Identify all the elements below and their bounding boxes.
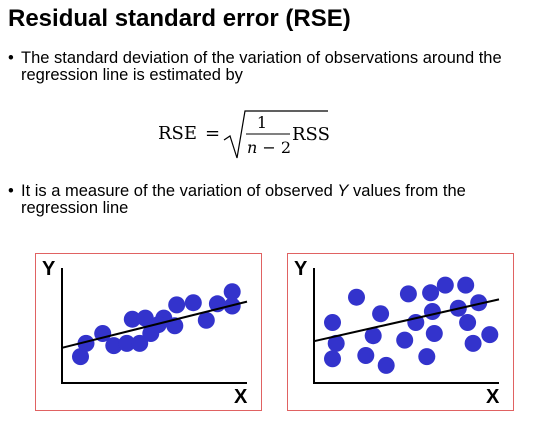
data-point xyxy=(357,347,375,364)
data-point xyxy=(223,283,241,301)
x-axis-label: X xyxy=(234,386,248,408)
data-point xyxy=(105,337,123,355)
data-point xyxy=(423,303,441,320)
data-point xyxy=(324,350,341,368)
axes xyxy=(313,268,499,384)
data-point xyxy=(422,284,440,302)
data-point xyxy=(372,305,390,323)
data-point xyxy=(459,314,477,331)
data-point xyxy=(72,348,89,366)
bullet-text: The standard deviation of the variation … xyxy=(21,49,502,84)
data-point xyxy=(327,334,345,352)
bullet-text-part-1: It is a measure of the variation of obse… xyxy=(21,182,338,200)
formula-denominator-minus-two: − 2 xyxy=(257,138,291,157)
data-point xyxy=(377,356,395,374)
data-point xyxy=(457,276,475,294)
formula-numerator: 1 xyxy=(257,113,267,132)
bullet-text-y: Y xyxy=(337,182,349,200)
data-point xyxy=(464,334,482,352)
slide-title: Residual standard error (RSE) xyxy=(8,5,351,32)
data-point xyxy=(364,327,382,345)
data-point xyxy=(399,285,417,303)
y-axis-label: Y xyxy=(294,258,308,280)
data-point xyxy=(197,311,215,329)
data-point xyxy=(118,334,136,352)
bullet-text: It is a measure of the variation of obse… xyxy=(21,183,545,217)
data-point xyxy=(418,348,436,366)
data-point xyxy=(436,276,454,294)
scatter-plot-low-variation: YX xyxy=(42,258,248,408)
bullet-text-part-2: values from the regression line xyxy=(21,182,466,217)
formula-denominator: n − 2 xyxy=(247,138,291,157)
data-point xyxy=(168,296,186,314)
axes xyxy=(61,268,247,384)
regression-line xyxy=(313,298,500,343)
data-point xyxy=(470,294,488,312)
formula-lhs: RSE xyxy=(158,123,197,144)
data-point xyxy=(324,314,341,331)
radical-sign xyxy=(223,110,328,159)
bullet-marker: • xyxy=(8,49,14,67)
formula-denominator-n: n xyxy=(247,138,257,157)
bullet-rse-meaning: • It is a measure of the variation of ob… xyxy=(8,183,545,217)
regression-line xyxy=(61,300,248,349)
rse-formula: RSE = 1 n − 2 RSS xyxy=(0,105,545,165)
data-point xyxy=(123,310,141,328)
data-point xyxy=(77,334,95,352)
data-point xyxy=(136,309,154,327)
data-point xyxy=(425,325,443,342)
data-point xyxy=(131,334,149,352)
y-axis-label: Y xyxy=(42,258,56,280)
bullet-rse-definition: • The standard deviation of the variatio… xyxy=(8,50,545,84)
data-point xyxy=(184,294,202,312)
formula-equals: = xyxy=(205,123,220,144)
scatter-plot-high-variation: YX xyxy=(294,258,500,408)
x-axis-label: X xyxy=(486,386,500,408)
formula-rss: RSS xyxy=(292,124,330,145)
data-point xyxy=(481,326,499,344)
data-point xyxy=(348,288,365,306)
bullet-marker: • xyxy=(8,182,14,200)
data-point xyxy=(396,331,414,349)
